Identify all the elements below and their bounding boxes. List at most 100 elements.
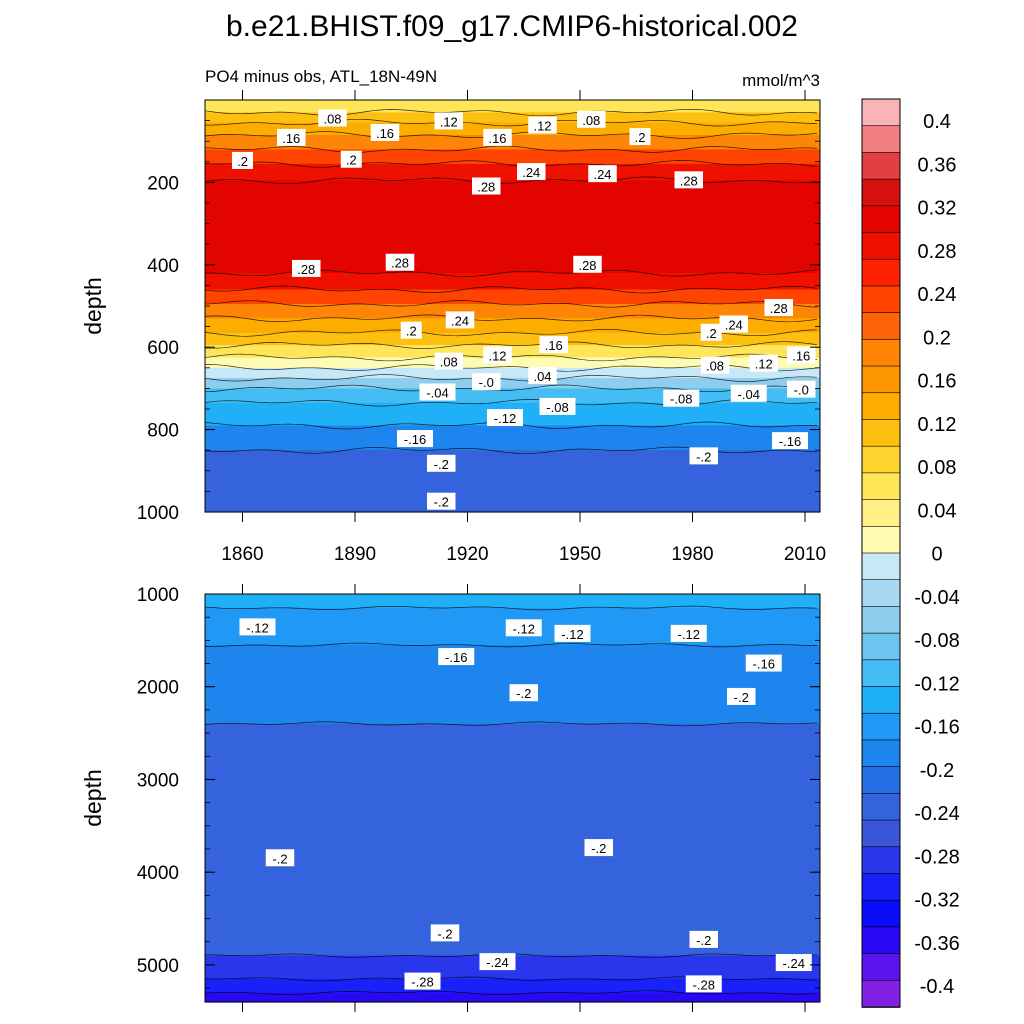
colorbar-swatch: [861, 793, 901, 821]
colorbar-swatch: [861, 926, 901, 955]
contour-label: -.2: [427, 454, 456, 472]
colorbar-label: -0.08: [914, 630, 960, 652]
lower-contour-labels: -.12 -.12 -.12 -.12 -.16 -.16 -.2 -.2 -.2 -.2 -.2 -…: [239, 618, 812, 993]
svg-text:.16: .16: [545, 338, 563, 353]
contour-band: [205, 289, 820, 305]
contour-label: -.12: [554, 624, 591, 642]
upper-contour-fill: [205, 100, 820, 513]
lower-x-axis: [242, 584, 806, 1012]
upper-y-axis-label: depth: [80, 277, 106, 335]
colorbar-swatch: [861, 152, 901, 180]
contour-label: -.28: [404, 972, 441, 990]
contour-band: [205, 149, 820, 165]
contour-label: -.12: [487, 409, 523, 427]
contour-line: [204, 108, 818, 117]
contour-label: .16: [539, 336, 568, 354]
svg-text:.24: .24: [451, 313, 469, 328]
svg-text:.08: .08: [582, 113, 600, 128]
svg-text:.28: .28: [391, 256, 409, 271]
svg-text:.08: .08: [323, 112, 341, 127]
colorbar-label: -0.28: [914, 846, 960, 868]
colorbar-swatch: [861, 953, 901, 982]
colorbar-label: -0.36: [914, 933, 960, 955]
colorbar-label: 0: [931, 544, 942, 566]
svg-text:-.2: -.2: [591, 841, 606, 856]
svg-text:-.12: -.12: [678, 627, 700, 642]
contour-label: .08: [318, 109, 347, 127]
colorbar-swatch: [861, 552, 901, 581]
svg-text:.2: .2: [706, 326, 717, 341]
svg-text:-.12: -.12: [246, 620, 268, 635]
svg-text:-.16: -.16: [445, 650, 467, 665]
contour-band: [205, 273, 820, 291]
svg-text:-.0: -.0: [479, 375, 494, 390]
contour-band: [205, 367, 820, 379]
svg-text:.16: .16: [376, 126, 394, 141]
colorbar-swatch: [861, 979, 901, 1008]
svg-text:.28: .28: [297, 262, 315, 277]
y-tick-label: 1000: [137, 585, 179, 606]
contour-label: .24: [517, 163, 546, 181]
colorbar-swatch: [861, 98, 901, 127]
svg-text:-.28: -.28: [693, 977, 715, 992]
contour-label: .12: [434, 112, 463, 130]
colorbar-swatch: [861, 873, 901, 901]
colorbar-swatch: [861, 205, 901, 234]
contour-label: .2: [232, 151, 253, 169]
svg-text:-.16: -.16: [753, 657, 775, 672]
svg-text:.2: .2: [406, 324, 417, 339]
colorbar-swatch: [861, 686, 901, 715]
colorbar-swatch: [861, 232, 901, 261]
contour-label: -.2: [689, 447, 718, 465]
upper-x-axis: 1860 1890 1920 1950 1980 2010: [221, 90, 826, 565]
contour-line: [204, 300, 818, 308]
contour-label: -.2: [689, 930, 718, 948]
x-tick-label: 1920: [446, 544, 488, 565]
contour-line: [204, 990, 818, 995]
contour-label: .16: [277, 128, 306, 146]
svg-text:.24: .24: [593, 167, 611, 182]
contour-label: -.16: [772, 432, 808, 450]
contour-band: [205, 425, 820, 451]
x-tick-label: 1890: [334, 544, 376, 565]
contour-label: .28: [764, 299, 793, 317]
colorbar: 0.4 0.36 0.32 0.28 0.24 0.2 0.16 0.12 0.08 0.04 0 -…: [861, 98, 960, 1008]
colorbar-swatch: [861, 606, 901, 634]
y-tick-label: 2000: [137, 678, 179, 699]
contour-label: .04: [528, 367, 557, 385]
y-tick-label: 3000: [137, 770, 179, 791]
contour-line: [204, 399, 818, 407]
contour-label: -.2: [430, 924, 460, 942]
contour-label: .2: [340, 150, 362, 168]
contour-band: [205, 978, 820, 994]
svg-text:-.2: -.2: [516, 686, 531, 701]
colorbar-label: -0.32: [914, 890, 960, 912]
y-tick-label: 4000: [137, 863, 179, 884]
contour-band: [205, 100, 820, 113]
svg-text:-.2: -.2: [437, 926, 452, 941]
colorbar-swatch: [861, 712, 901, 741]
svg-text:-.12: -.12: [513, 621, 535, 636]
contour-band: [205, 992, 820, 1003]
contour-label: .24: [588, 165, 617, 183]
contour-label: .08: [700, 356, 730, 374]
colorbar-swatch: [861, 178, 901, 207]
colorbar-label: -0.12: [914, 673, 960, 695]
contour-band: [205, 378, 820, 389]
y-tick-label: 5000: [137, 956, 179, 977]
figure-title: b.e21.BHIST.f09_g17.CMIP6-historical.002: [226, 10, 798, 43]
colorbar-swatch: [861, 499, 901, 528]
upper-subtitle-left: PO4 minus obs, ATL_18N-49N: [205, 67, 437, 86]
contour-label: .28: [385, 253, 415, 271]
contour-label: -.04: [730, 384, 767, 402]
contour-band: [205, 345, 820, 359]
svg-text:-.0: -.0: [794, 383, 809, 398]
svg-text:.28: .28: [477, 180, 495, 195]
svg-text:-.12: -.12: [494, 411, 516, 426]
lower-y-axis-label: depth: [80, 769, 106, 827]
upper-contour-labels: .08 .12 .12 .08 .16 .16 .16 .2 .2 .2 .24 .24 .28 .28.…: [232, 109, 816, 510]
contour-band: [205, 163, 820, 181]
lower-plot-frame: [204, 593, 821, 1003]
contour-label: -.16: [745, 654, 782, 672]
contour-line: [204, 384, 818, 393]
